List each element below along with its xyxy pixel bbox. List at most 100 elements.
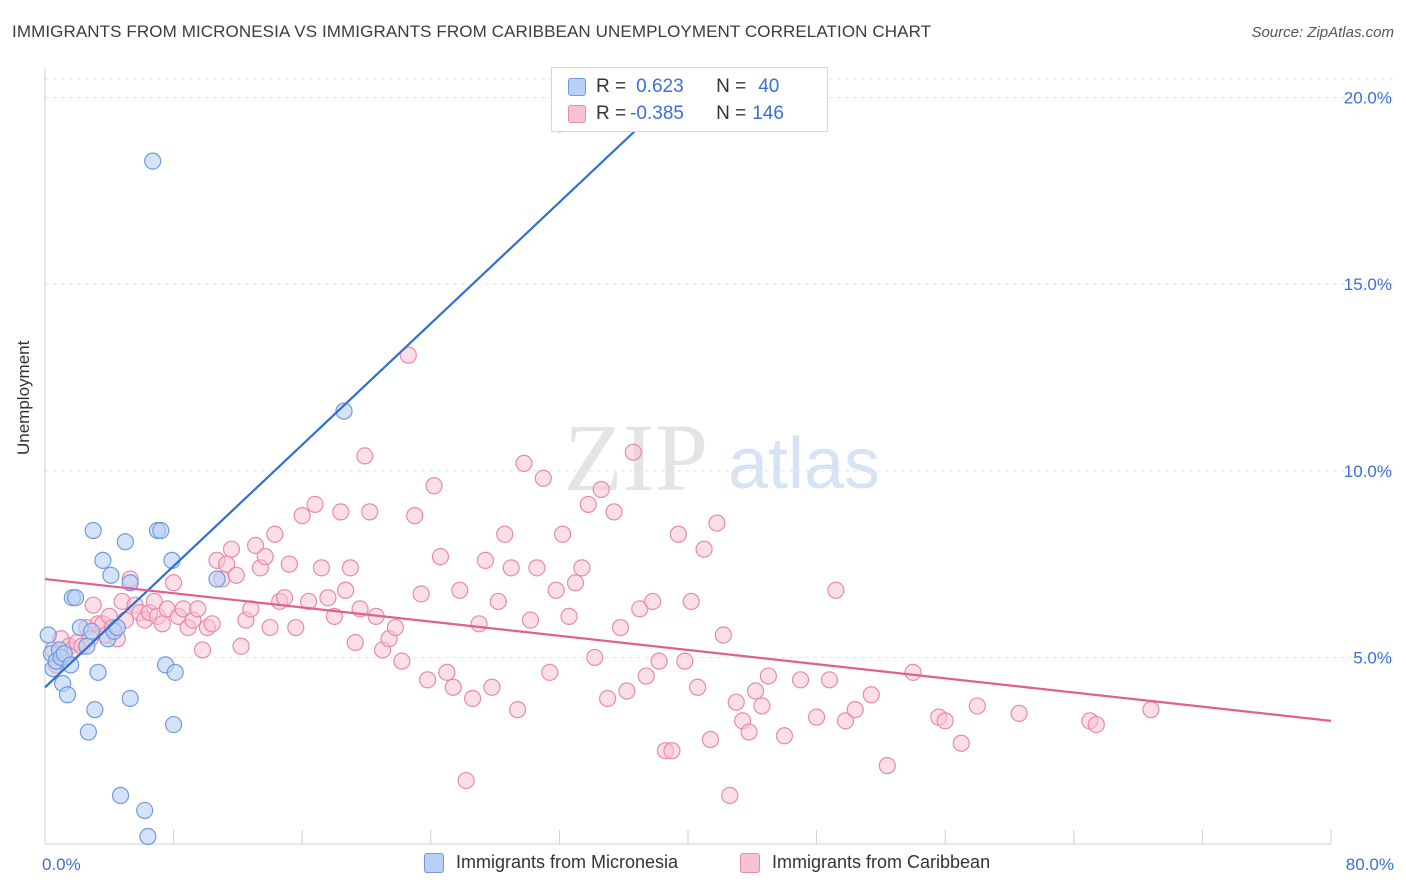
caribbean-point — [438, 663, 456, 681]
legend-r-label: R = — [596, 76, 627, 97]
micronesia-point — [83, 622, 101, 640]
caribbean-point — [669, 525, 687, 543]
caribbean-point — [566, 574, 585, 592]
micronesia-point — [79, 723, 98, 741]
caribbean-point — [936, 712, 954, 730]
micronesia-point — [139, 827, 157, 846]
caribbean-point — [203, 615, 221, 633]
caribbean-point — [682, 592, 700, 611]
caribbean-point — [663, 742, 681, 760]
source-label: Source: ZipAtlas.com — [1251, 24, 1394, 41]
caribbean-point — [361, 503, 379, 521]
micronesia-point — [89, 663, 107, 681]
caribbean-point — [444, 678, 462, 696]
caribbean-point — [515, 454, 533, 472]
micronesia-point — [208, 570, 226, 588]
caribbean-point — [695, 540, 713, 558]
micronesia-point — [166, 663, 184, 681]
caribbean-point — [356, 447, 374, 465]
caribbean-point — [836, 712, 855, 730]
y-tick-label: 20.0% — [1344, 89, 1392, 108]
caribbean-point — [393, 652, 411, 670]
caribbean-point — [412, 585, 430, 603]
x-tick-label: 0.0% — [42, 855, 81, 874]
caribbean-point — [1010, 704, 1028, 722]
caribbean-point — [431, 548, 450, 566]
caribbean-point — [547, 581, 565, 599]
caribbean-point — [470, 615, 488, 633]
caribbean-point — [827, 581, 845, 599]
legend-row-micronesia: R = 0.623 N = 40 — [568, 75, 779, 99]
caribbean-point — [807, 708, 826, 726]
y-tick-label: 15.0% — [1344, 275, 1392, 294]
caribbean-point — [573, 559, 591, 577]
caribbean-point — [193, 641, 212, 659]
caribbean-point — [775, 727, 794, 745]
caribbean-point — [721, 786, 739, 805]
micronesia-points — [39, 115, 569, 846]
caribbean-point — [425, 477, 443, 495]
caribbean-point — [579, 495, 597, 514]
chart-title: IMMIGRANTS FROM MICRONESIA VS IMMIGRANTS… — [12, 22, 932, 41]
caribbean-point — [968, 697, 986, 715]
caribbean-point — [759, 667, 777, 685]
micronesia-point — [39, 626, 57, 644]
legend-row-caribbean: R = -0.385 N = 146 — [568, 102, 784, 126]
caribbean-point — [165, 574, 183, 592]
caribbean-point — [84, 596, 102, 614]
caribbean-point — [306, 495, 324, 514]
caribbean-point — [275, 589, 294, 607]
bottom-legend-micronesia: Immigrants from Micronesia — [424, 852, 678, 873]
legend-r-label: R = — [596, 103, 627, 124]
micronesia-point — [116, 533, 134, 551]
legend-r-value: -0.385 — [630, 103, 684, 124]
caribbean-point — [1142, 701, 1160, 719]
legend-n-label: N = — [716, 103, 747, 124]
micronesia-legend-label: Immigrants from Micronesia — [456, 852, 679, 872]
caribbean-point — [483, 678, 501, 696]
caribbean-point — [618, 682, 636, 700]
caribbean-point — [246, 536, 265, 555]
trend-lines — [44, 96, 1332, 722]
caribbean-point — [153, 615, 171, 633]
caribbean-point — [386, 618, 405, 637]
micronesia-legend-swatch — [424, 852, 444, 873]
caribbean-point — [489, 592, 507, 611]
legend-n-value: 40 — [758, 76, 780, 97]
micronesia-point — [335, 402, 353, 420]
caribbean-point — [701, 730, 720, 749]
caribbean-legend-swatch — [740, 852, 760, 873]
axes — [44, 68, 1332, 845]
legend-n-label: N = — [716, 76, 747, 97]
caribbean-point — [714, 626, 732, 644]
caribbean-point — [189, 600, 207, 618]
caribbean-point — [346, 633, 364, 652]
micronesia-point — [163, 551, 181, 569]
caribbean-point — [312, 559, 331, 577]
micronesia-point — [62, 656, 80, 674]
caribbean-swatch — [568, 105, 586, 123]
caribbean-point — [708, 514, 726, 532]
micronesia-point — [58, 686, 77, 704]
micronesia-point — [165, 715, 183, 734]
micronesia-point — [136, 801, 154, 820]
micronesia-point — [86, 701, 104, 719]
micronesia-trend-line — [44, 96, 672, 689]
caribbean-point — [862, 686, 880, 704]
caribbean-point — [592, 480, 610, 499]
caribbean-point — [293, 507, 311, 525]
caribbean-point — [952, 734, 970, 752]
caribbean-point — [476, 551, 495, 569]
legend-r-value: 0.623 — [636, 76, 684, 97]
micronesia-point — [84, 521, 102, 540]
caribbean-point — [451, 581, 469, 599]
caribbean-point — [554, 525, 572, 543]
micronesia-point — [102, 566, 120, 584]
micronesia-point — [144, 152, 162, 170]
caribbean-point — [846, 701, 864, 719]
caribbean-point — [534, 469, 552, 487]
y-axis-label: Unemployment — [14, 340, 33, 455]
y-tick-label: 10.0% — [1344, 462, 1392, 481]
micronesia-swatch — [568, 78, 586, 96]
caribbean-point — [1087, 715, 1105, 734]
